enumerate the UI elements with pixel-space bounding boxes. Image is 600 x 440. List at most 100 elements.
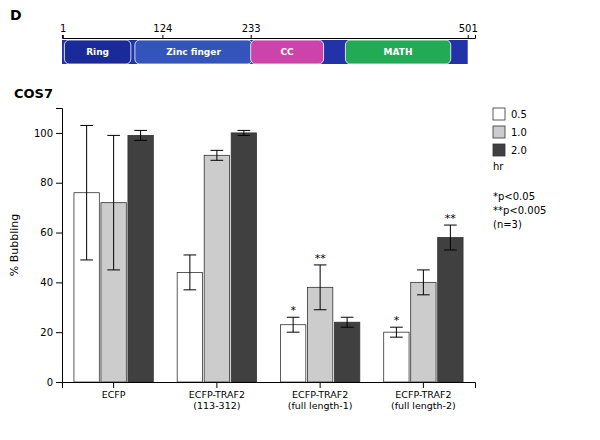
error-bar-cap bbox=[184, 289, 197, 290]
y-tick: 100 bbox=[34, 128, 62, 139]
x-tick-label: ECFP-TRAF2(full length-2) bbox=[391, 389, 456, 411]
x-tick-mark bbox=[320, 382, 321, 388]
legend-label: 2.0 bbox=[511, 145, 527, 156]
error-bar-cap bbox=[211, 160, 224, 161]
legend: 0.51.02.0hr bbox=[493, 108, 527, 172]
error-bar-cap bbox=[287, 332, 300, 333]
bar bbox=[411, 282, 436, 382]
error-bar bbox=[80, 125, 93, 260]
y-tick-mark bbox=[56, 332, 62, 333]
x-axis-line bbox=[63, 383, 476, 389]
annotation-line: (n=3) bbox=[493, 219, 522, 230]
y-tick-mark bbox=[56, 382, 62, 383]
error-bar bbox=[417, 270, 430, 295]
x-tick: ECFP-TRAF2(113-312) bbox=[189, 382, 245, 411]
x-tick-mark bbox=[423, 382, 424, 388]
y-tick-mark bbox=[56, 233, 62, 234]
x-tick-mark bbox=[113, 382, 114, 388]
error-bar-cap bbox=[417, 269, 430, 270]
plot: ******020406080100ECFPECFP-TRAF2(113-312… bbox=[8, 86, 546, 411]
domain-label: Ring bbox=[86, 47, 109, 57]
domain-label: MATH bbox=[384, 47, 413, 57]
error-bar-stem bbox=[396, 327, 397, 337]
legend-label: 1.0 bbox=[511, 127, 527, 138]
y-axis: 020406080100 bbox=[34, 109, 63, 388]
panel-label: D bbox=[10, 7, 22, 23]
error-bar-stem bbox=[293, 317, 294, 332]
x-tick-label-line: (113-312) bbox=[193, 400, 240, 411]
error-bar-stem bbox=[320, 265, 321, 310]
error-bar-stem bbox=[450, 225, 451, 250]
diagram-tick-mark bbox=[251, 35, 252, 38]
diagram-tick: 1 bbox=[60, 23, 66, 38]
x-tick-label-line: (full length-1) bbox=[288, 400, 353, 411]
diagram-tick-label: 233 bbox=[242, 23, 261, 34]
y-tick-label: 40 bbox=[40, 277, 53, 288]
error-bar-cap bbox=[417, 294, 430, 295]
domain bbox=[251, 40, 324, 64]
y-tick: 40 bbox=[40, 277, 62, 288]
domain bbox=[135, 40, 252, 64]
error-bar-cap bbox=[238, 130, 251, 131]
bar bbox=[280, 325, 305, 382]
annotation-note: *p<0.05 **p<0.005 (n=3) bbox=[493, 191, 546, 230]
y-tick: 20 bbox=[40, 327, 62, 338]
legend-unit: hr bbox=[493, 161, 504, 172]
error-bar-stem bbox=[86, 125, 87, 260]
significance-marker: ** bbox=[445, 212, 457, 225]
error-bar-cap bbox=[134, 130, 147, 131]
legend-item: 1.0 bbox=[493, 126, 527, 138]
legend-item: 2.0 bbox=[493, 144, 527, 156]
y-tick-label: 20 bbox=[40, 327, 53, 338]
error-bar bbox=[184, 255, 197, 290]
x-tick-label: ECFP-TRAF2(113-312) bbox=[189, 389, 245, 411]
error-bar bbox=[444, 225, 457, 250]
error-bar-stem bbox=[113, 135, 114, 270]
x-tick-label-line: ECFP-TRAF2 bbox=[292, 389, 348, 400]
error-bar bbox=[287, 317, 300, 332]
error-bar-stem bbox=[423, 270, 424, 295]
domain-label: Zinc finger bbox=[166, 47, 221, 57]
x-tick-label-line: ECFP-TRAF2 bbox=[189, 389, 245, 400]
error-bar-stem bbox=[243, 130, 244, 135]
error-bar-cap bbox=[107, 135, 120, 136]
diagram-tick-label: 124 bbox=[153, 23, 172, 34]
x-tick-label-line: ECFP-TRAF2 bbox=[395, 389, 451, 400]
error-bar-cap bbox=[444, 249, 457, 250]
chart-svg: D1124233501RingZinc fingerCCMATH******02… bbox=[0, 0, 600, 440]
diagram-tick-mark bbox=[468, 35, 469, 38]
error-bar-stem bbox=[347, 317, 348, 327]
error-bar-cap bbox=[390, 337, 403, 338]
chart-title: COS7 bbox=[14, 86, 53, 101]
diagram-tick: 233 bbox=[242, 23, 261, 38]
legend-swatch bbox=[493, 126, 505, 138]
y-tick-label: 0 bbox=[47, 377, 53, 388]
bar bbox=[384, 332, 409, 382]
error-bar-cap bbox=[211, 150, 224, 151]
diagram-tick: 124 bbox=[153, 23, 172, 38]
annotation-line: **p<0.005 bbox=[493, 205, 546, 216]
x-tick-mark bbox=[216, 382, 217, 388]
significance-marker: ** bbox=[315, 252, 327, 265]
bar bbox=[128, 135, 153, 382]
bar bbox=[204, 155, 229, 382]
x-tick-label: ECFP-TRAF2(full length-1) bbox=[288, 389, 353, 411]
error-bar bbox=[238, 130, 251, 135]
bar bbox=[231, 133, 256, 382]
diagram-tick: 501 bbox=[459, 23, 478, 38]
diagram-axis-line bbox=[63, 35, 476, 39]
diagram-tick-mark bbox=[162, 35, 163, 38]
x-tick: ECFP bbox=[102, 382, 126, 400]
y-tick: 60 bbox=[40, 227, 62, 238]
x-tick-label-line: ECFP bbox=[102, 389, 126, 400]
error-bar-cap bbox=[314, 309, 327, 310]
error-bar bbox=[107, 135, 120, 270]
legend-swatch bbox=[493, 144, 505, 156]
y-tick-mark bbox=[56, 282, 62, 283]
annotation-line: *p<0.05 bbox=[493, 191, 535, 202]
error-bar-cap bbox=[80, 125, 93, 126]
domain bbox=[64, 40, 130, 64]
diagram-tick-label: 1 bbox=[60, 23, 66, 34]
y-tick-mark bbox=[56, 133, 62, 134]
error-bar bbox=[390, 327, 403, 337]
